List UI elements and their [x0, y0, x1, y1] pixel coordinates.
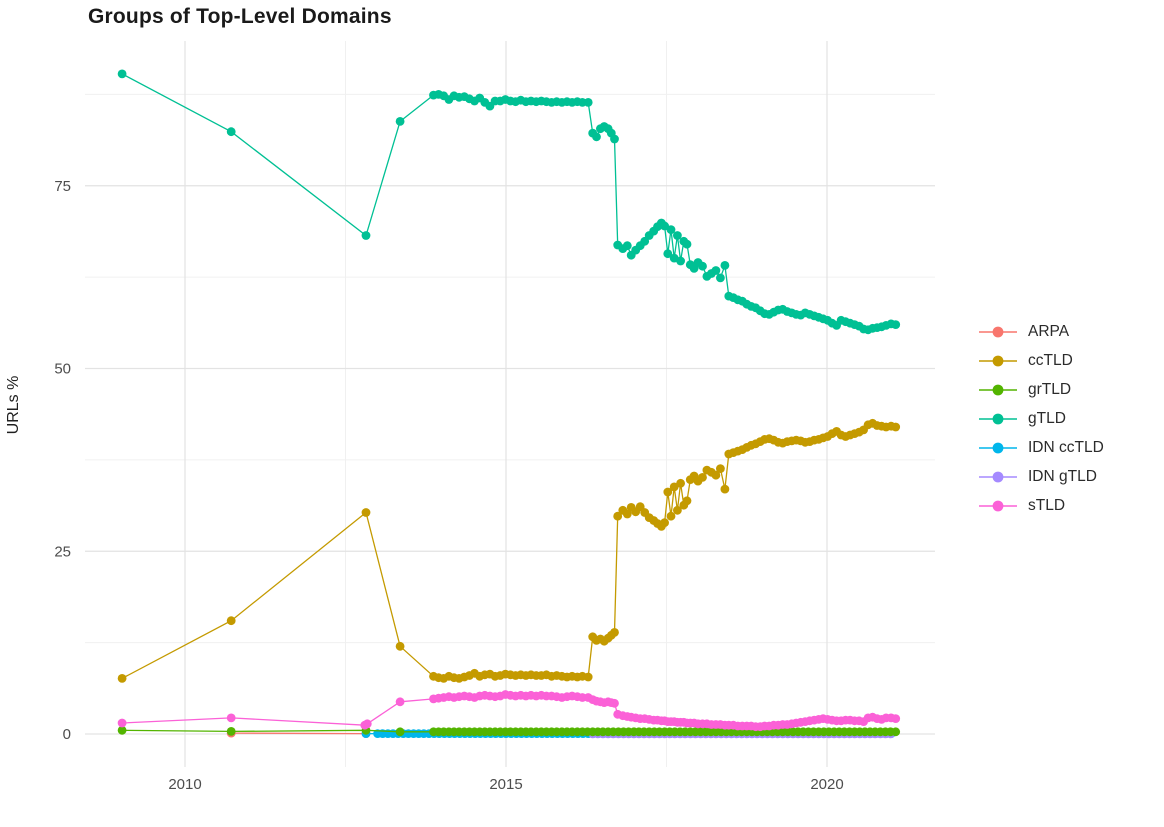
data-point-cctld [613, 511, 623, 521]
data-point-cctld [891, 422, 901, 432]
data-point-cctld [361, 508, 371, 517]
y-tick-label: 0 [63, 726, 71, 743]
legend-label-idn-gtld: IDN gTLD [1028, 467, 1097, 485]
data-point-grtld [226, 727, 236, 736]
data-point-gtld [395, 117, 405, 126]
legend-item-idn-gtld: IDN gTLD [977, 462, 1104, 491]
data-point-gtld [720, 261, 730, 270]
legend-label-stld: sTLD [1028, 496, 1066, 514]
data-point-gtld [660, 221, 669, 231]
legend-item-stld: sTLD [977, 491, 1104, 520]
data-point-stld [226, 713, 236, 723]
legend-key-idn-gtld [979, 471, 1017, 482]
data-point-gtld [226, 127, 236, 137]
data-point-cctld [669, 482, 679, 492]
legend-label-cctld: ccTLD [1028, 351, 1073, 369]
legend-key-idn-cctld [979, 442, 1017, 453]
data-point-gtld [592, 132, 601, 142]
data-point-grtld [891, 727, 901, 737]
data-point-grtld [395, 727, 405, 737]
data-point-gtld [663, 249, 673, 259]
data-point-stld [117, 718, 127, 728]
data-point-cctld [117, 674, 127, 683]
x-tick-label: 2010 [168, 776, 201, 793]
data-point-gtld [891, 320, 901, 329]
data-point-gtld [673, 231, 682, 240]
data-point-cctld [716, 464, 725, 473]
legend-item-cctld: ccTLD [977, 346, 1104, 375]
data-point-cctld [676, 478, 685, 488]
data-point-stld [891, 714, 901, 723]
legend: ARPA ccTLD grTLD gTLD IDN ccTLD IDN gTLD sTLD [977, 317, 1104, 520]
data-point-gtld [682, 239, 692, 249]
x-tick-label: 2020 [810, 776, 843, 793]
legend-label-idn-cctld: IDN ccTLD [1028, 438, 1104, 456]
data-point-cctld [673, 505, 682, 515]
data-point-cctld [395, 641, 405, 651]
y-tick-label: 50 [54, 361, 71, 378]
data-point-cctld [711, 470, 721, 480]
data-point-cctld [660, 518, 669, 528]
data-point-gtld [716, 273, 725, 283]
legend-key-grtld [979, 384, 1017, 395]
series-line-arpa [231, 732, 367, 735]
data-point-cctld [622, 509, 632, 519]
legend-item-gtld: gTLD [977, 404, 1104, 433]
data-point-gtld [117, 69, 127, 79]
data-point-cctld [226, 616, 236, 626]
data-point-cctld [698, 473, 707, 482]
data-point-gtld [361, 231, 371, 240]
legend-item-grtld: grTLD [977, 375, 1104, 404]
chart-title: Groups of Top-Level Domains [88, 5, 392, 28]
legend-label-grtld: grTLD [1028, 380, 1072, 398]
data-point-gtld [610, 134, 619, 144]
series-line-gtld [121, 73, 896, 331]
data-point-stld [362, 719, 372, 729]
data-point-cctld [583, 672, 593, 682]
data-point-stld [610, 698, 619, 708]
legend-key-arpa [979, 326, 1017, 337]
legend-key-gtld [979, 413, 1017, 424]
data-point-gtld [711, 266, 721, 275]
data-point-cctld [610, 628, 619, 637]
data-point-cctld [663, 487, 673, 497]
data-point-gtld [666, 225, 676, 235]
data-point-gtld [583, 98, 593, 107]
data-point-gtld [698, 261, 707, 271]
data-point-gtld [622, 241, 632, 251]
data-point-cctld [720, 484, 730, 494]
x-tick-label: 2015 [489, 776, 522, 793]
legend-key-stld [979, 500, 1017, 511]
legend-label-arpa: ARPA [1028, 322, 1070, 340]
legend-item-idn-cctld: IDN ccTLD [977, 433, 1104, 462]
data-point-gtld [676, 256, 685, 266]
data-point-cctld [666, 511, 676, 521]
data-point-stld [395, 697, 405, 707]
y-tick-label: 75 [54, 178, 71, 195]
data-point-grtld [117, 725, 127, 735]
legend-key-cctld [979, 355, 1017, 366]
y-tick-label: 25 [54, 543, 71, 560]
data-point-cctld [682, 496, 692, 506]
legend-item-arpa: ARPA [977, 317, 1104, 346]
legend-label-gtld: gTLD [1028, 409, 1066, 427]
